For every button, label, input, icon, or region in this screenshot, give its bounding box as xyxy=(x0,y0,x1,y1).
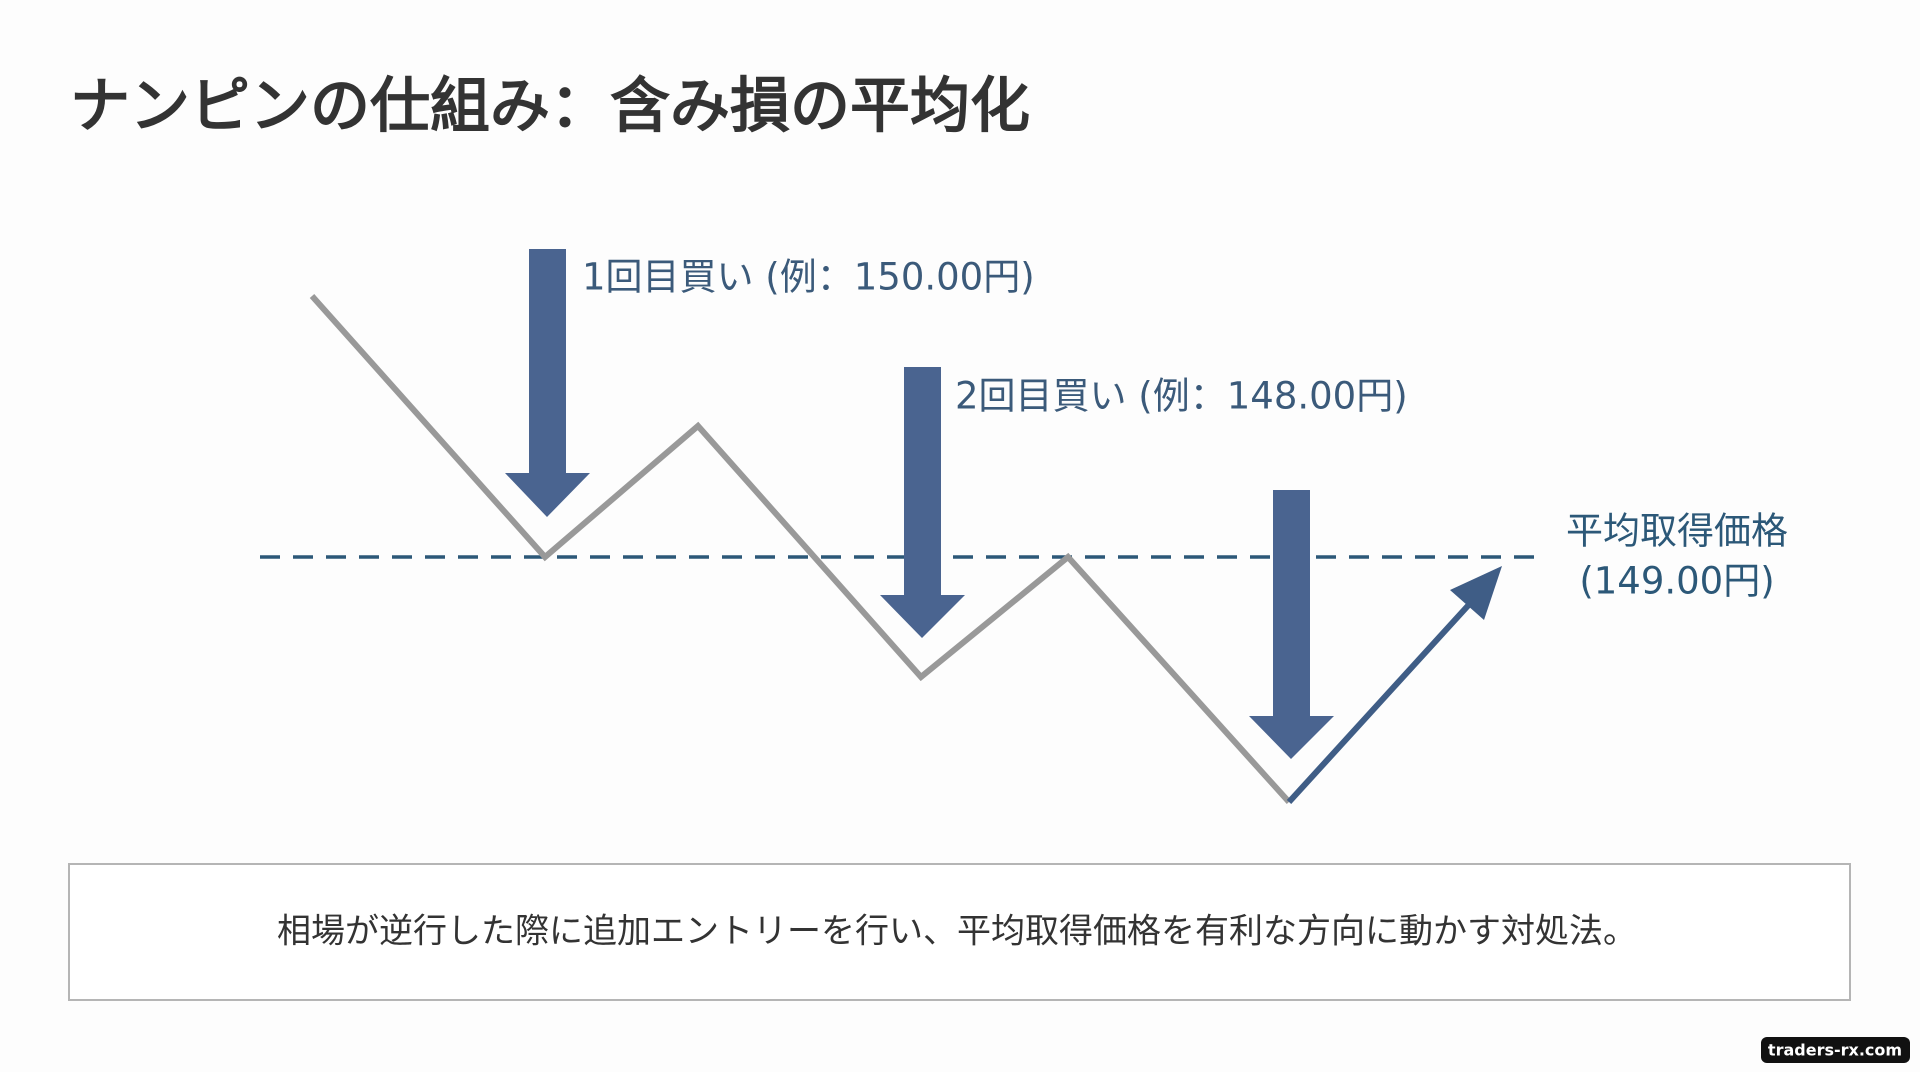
buy-label: 1回目買い (例：150.00円) xyxy=(582,256,1035,299)
buy-label: 2回目買い (例：148.00円) xyxy=(955,375,1408,418)
price-line xyxy=(309,294,1292,805)
caption: 相場が逆行した際に追加エントリーを行い、平均取得価格を有利な方向に動かす対処法。 xyxy=(277,912,1637,952)
average-label: (149.00円) xyxy=(1579,560,1774,603)
average-label: 平均取得価格 xyxy=(1566,510,1788,553)
rebound-arrowhead xyxy=(1450,566,1502,620)
caption-box xyxy=(68,863,1851,1001)
buy-arrow xyxy=(505,249,590,517)
watermark: traders-rx.com xyxy=(1768,1041,1902,1060)
rebound-line xyxy=(1286,595,1478,805)
watermark-box xyxy=(1761,1037,1910,1063)
buy-arrow xyxy=(1249,490,1334,759)
buy-arrow xyxy=(880,367,965,638)
title: ナンピンの仕組み：含み損の平均化 xyxy=(70,72,1030,142)
